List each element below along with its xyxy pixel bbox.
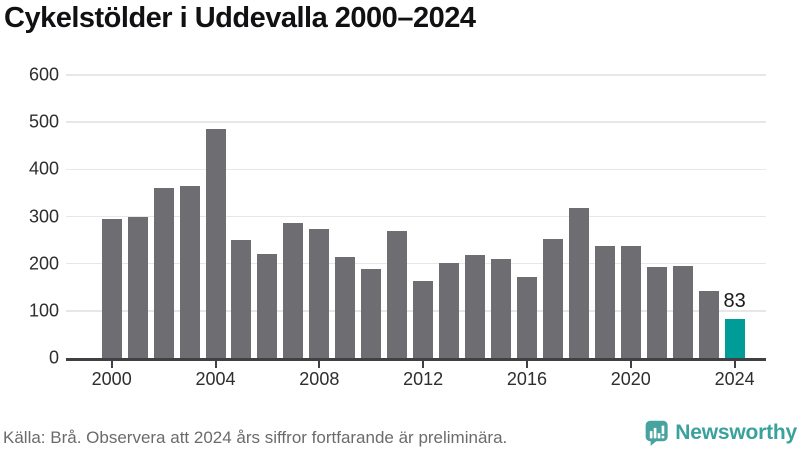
- y-tick-label: 200: [28, 253, 59, 274]
- bar: [620, 246, 641, 358]
- x-axis-tick: [214, 360, 217, 368]
- speech-bubble-bar-chart-icon: [645, 420, 668, 446]
- y-tick-label: 300: [28, 206, 59, 226]
- bar: [153, 188, 174, 358]
- x-axis-tick: [525, 360, 528, 368]
- gridline: [66, 168, 766, 171]
- x-axis-tick: [110, 360, 113, 368]
- bar: [491, 258, 511, 358]
- x-axis-tick: [629, 360, 632, 368]
- bar: [257, 254, 278, 358]
- y-tick-label: 600: [28, 64, 59, 85]
- x-tick-label: 2024: [714, 369, 755, 389]
- x-tick-label: 2020: [610, 369, 651, 389]
- bar: [179, 186, 200, 358]
- source-note: Källa: Brå. Observera att 2024 års siffr…: [3, 428, 508, 447]
- gridline: [66, 215, 766, 218]
- x-axis-tick: [318, 360, 321, 368]
- bar: [205, 129, 226, 358]
- y-tick-label: 400: [28, 158, 59, 179]
- chart-title: Cykelstölder i Uddevalla 2000–2024: [4, 2, 476, 34]
- y-tick-label: 500: [28, 111, 59, 132]
- bar: [594, 246, 615, 358]
- gridline: [66, 74, 766, 76]
- gridline: [66, 262, 766, 265]
- y-tick-label: 100: [28, 300, 59, 321]
- bar: [465, 254, 486, 358]
- bar: [335, 257, 356, 358]
- bar: [646, 266, 667, 358]
- x-axis-tick: [733, 360, 736, 368]
- highlight-value-label: 83: [723, 289, 746, 312]
- bar: [413, 281, 434, 358]
- x-tick-label: 2012: [403, 369, 444, 389]
- gridline: [66, 121, 766, 123]
- bar: [439, 263, 460, 358]
- bar: [231, 240, 252, 358]
- newsworthy-logo[interactable]: Newsworthy: [645, 416, 797, 450]
- bar: [387, 231, 408, 358]
- bar: [309, 229, 330, 358]
- x-tick-label: 2000: [91, 369, 132, 389]
- bar: [542, 239, 563, 358]
- bar: [698, 290, 719, 358]
- x-tick-label: 2008: [299, 369, 340, 389]
- bar-highlighted: [724, 318, 745, 358]
- bar: [361, 269, 382, 358]
- x-axis-tick: [422, 360, 425, 368]
- bar: [672, 265, 693, 358]
- x-axis-line: [66, 358, 766, 361]
- x-tick-label: 2016: [506, 369, 547, 389]
- bar: [127, 217, 148, 358]
- bar: [516, 276, 537, 358]
- newsworthy-wordmark: Newsworthy: [675, 421, 797, 444]
- y-tick-label: 0: [48, 347, 59, 368]
- x-tick-label: 2004: [195, 369, 236, 389]
- bar: [568, 208, 589, 358]
- bar: [283, 222, 304, 358]
- bar: [101, 218, 122, 358]
